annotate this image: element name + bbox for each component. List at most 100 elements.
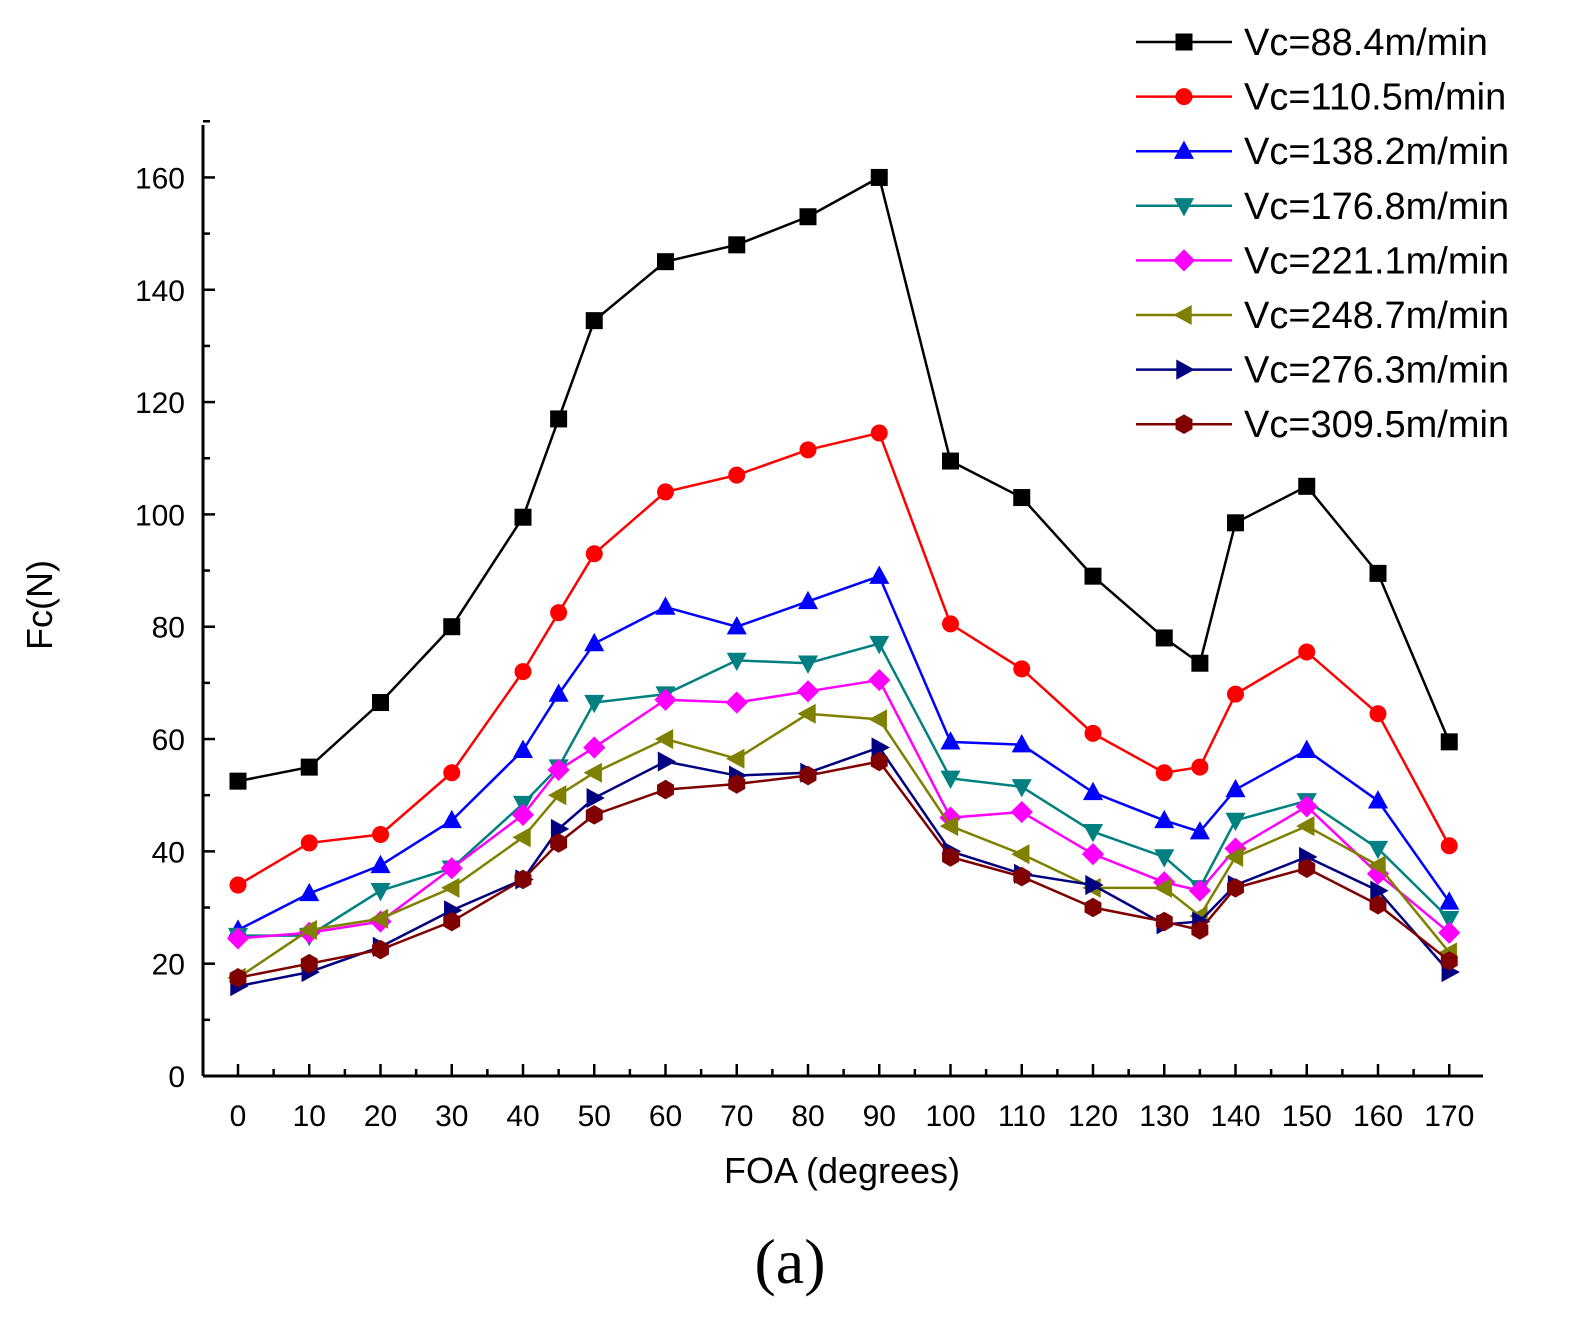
data-point [657,779,674,800]
data-point [443,618,461,636]
legend-label: Vc=276.3m/min [1244,350,1509,392]
data-point [583,762,602,783]
data-point [548,683,569,702]
data-point [1155,764,1173,782]
data-point [550,833,568,853]
data-point [550,410,568,428]
series-line [237,175,1451,783]
axes: 0 20 40 60 80 100 120 140 160 0 10 20 30 40 50 60 70 80 90… [135,120,1483,1133]
data-point [550,818,570,839]
data-point [1084,897,1102,918]
data-point [1227,685,1244,703]
data-point [300,758,318,776]
series-line [237,678,1451,940]
data-point [547,785,567,806]
data-point [514,508,532,526]
figure-caption: (a) [754,1226,825,1297]
data-point [1191,654,1209,672]
data-point [1367,840,1389,860]
data-point [229,876,247,894]
data-point [440,857,463,880]
data-point [586,787,605,809]
data-point [1298,643,1316,661]
data-point [796,680,820,703]
legend-marker [1173,304,1192,326]
legend-label: Vc=248.7m/min [1244,295,1509,337]
series-2 [229,424,1458,894]
legend-item: Vc=221.1m/min [1136,240,1509,282]
y-tick-label: 60 [152,724,185,757]
legend-label: Vc=221.1m/min [1244,240,1509,282]
data-point [585,312,603,330]
data-point [1013,489,1031,507]
x-tick-label: 30 [435,1100,468,1133]
data-point [1439,891,1460,910]
data-point [868,709,887,730]
data-point [728,774,746,794]
series-line [238,642,1451,937]
legend-label: Vc=88.4m/min [1244,22,1488,64]
data-point [1296,739,1317,758]
data-point [511,803,535,826]
data-point [583,736,606,759]
data-point [1189,821,1210,840]
data-point [1082,824,1104,843]
data-point [298,919,317,941]
data-point [547,758,570,782]
y-tick-label: 160 [135,162,185,195]
data-point [1154,809,1175,829]
x-axis-title: FOA (degrees) [724,1150,960,1191]
data-point [654,688,677,711]
data-point [1298,858,1316,878]
data-point [726,652,747,672]
y-tick-label: 120 [135,387,185,420]
data-point [870,168,888,186]
data-point [869,565,890,584]
data-point [443,764,461,782]
series-7 [230,737,1460,997]
data-point [1296,816,1315,837]
data-point [1440,733,1458,751]
data-point [1010,800,1033,824]
data-point [657,751,677,772]
data-point [584,632,605,652]
data-point [1369,894,1387,915]
legend-label: Vc=309.5m/min [1244,404,1509,446]
legend-marker [1175,88,1193,106]
data-point [1013,866,1031,887]
x-tick-label: 100 [925,1100,975,1133]
data-point [299,882,320,902]
data-point [1084,724,1102,742]
data-point [370,854,391,874]
data-point [728,236,746,254]
data-point [871,737,890,758]
x-tick-label: 90 [863,1100,896,1133]
data-point [1191,920,1209,940]
legend-item: Vc=110.5m/min [1136,77,1506,119]
series-line [237,712,1451,979]
data-point [1227,514,1244,532]
data-point [1188,879,1211,902]
data-point [939,816,959,837]
data-point [369,908,389,929]
data-point [226,927,250,950]
legend-marker [1176,359,1195,380]
data-point [655,596,676,615]
data-point [300,834,318,852]
legend-marker [1172,249,1196,272]
y-tick-label: 0 [168,1061,185,1094]
data-point [584,694,605,714]
data-point [1367,790,1389,809]
series-1 [229,168,1458,790]
data-point [942,452,959,470]
series-layer [226,168,1461,997]
series-line [237,574,1451,932]
legend-item: Vc=248.7m/min [1136,295,1509,337]
x-tick-label: 70 [720,1100,753,1133]
series-line [237,760,1451,979]
y-tick-label: 20 [152,949,185,982]
data-point [1153,877,1172,898]
data-point [868,668,891,692]
legend-item: Vc=138.2m/min [1136,131,1509,173]
series-4 [227,635,1460,947]
